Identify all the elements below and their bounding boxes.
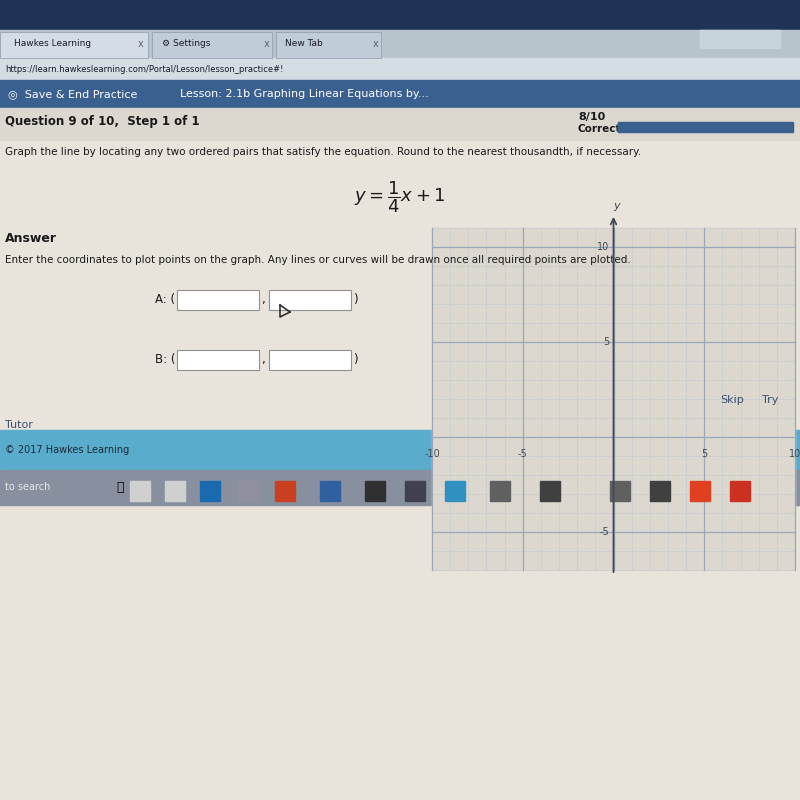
FancyBboxPatch shape xyxy=(269,350,351,370)
FancyBboxPatch shape xyxy=(276,32,381,58)
Text: ): ) xyxy=(353,354,358,366)
Bar xyxy=(238,481,258,501)
Text: 5: 5 xyxy=(603,337,610,347)
Text: Try: Try xyxy=(762,395,778,405)
Bar xyxy=(0,108,800,140)
Bar xyxy=(690,481,710,501)
Text: https://learn.hawkeslearning.com/Portal/Lesson/lesson_practice#!: https://learn.hawkeslearning.com/Portal/… xyxy=(5,65,283,74)
Bar xyxy=(405,481,425,501)
Bar xyxy=(610,481,630,501)
Text: -10: -10 xyxy=(424,449,440,459)
Bar xyxy=(445,481,465,501)
Bar xyxy=(0,470,800,505)
Bar xyxy=(490,481,510,501)
Bar xyxy=(0,58,800,80)
Bar xyxy=(730,481,750,501)
Text: Correct: Correct xyxy=(578,124,622,134)
FancyBboxPatch shape xyxy=(269,290,351,310)
Bar xyxy=(540,481,560,501)
Bar xyxy=(275,481,295,501)
FancyBboxPatch shape xyxy=(177,290,259,310)
Text: x: x xyxy=(138,39,144,49)
Text: B: (: B: ( xyxy=(155,354,175,366)
FancyBboxPatch shape xyxy=(177,350,259,370)
Text: Lesson: 2.1b Graphing Linear Equations by...: Lesson: 2.1b Graphing Linear Equations b… xyxy=(180,89,429,99)
Bar xyxy=(432,228,795,570)
FancyBboxPatch shape xyxy=(0,32,148,58)
Bar xyxy=(165,481,185,501)
Bar xyxy=(618,122,793,132)
Text: ◎  Save & End Practice: ◎ Save & End Practice xyxy=(8,89,138,99)
Text: $y = \dfrac{1}{4}x + 1$: $y = \dfrac{1}{4}x + 1$ xyxy=(354,179,446,215)
Text: ,: , xyxy=(261,354,265,366)
Text: © 2017 Hawkes Learning: © 2017 Hawkes Learning xyxy=(5,445,130,455)
Bar xyxy=(700,30,780,48)
Text: x: x xyxy=(264,39,270,49)
Text: New Tab: New Tab xyxy=(285,39,322,49)
Bar xyxy=(0,30,800,58)
Bar xyxy=(130,481,150,501)
Bar xyxy=(650,481,670,501)
Bar xyxy=(320,481,340,501)
Text: Enter the coordinates to plot points on the graph. Any lines or curves will be d: Enter the coordinates to plot points on … xyxy=(5,255,630,265)
Bar xyxy=(0,430,800,470)
Bar xyxy=(0,140,800,800)
Text: Tutor: Tutor xyxy=(5,420,33,430)
Text: ,: , xyxy=(261,294,265,306)
Text: ): ) xyxy=(353,294,358,306)
Text: A: (: A: ( xyxy=(155,294,175,306)
Text: Hawkes Learning: Hawkes Learning xyxy=(14,39,91,49)
Bar xyxy=(618,122,793,132)
FancyBboxPatch shape xyxy=(152,32,272,58)
Text: 🔍: 🔍 xyxy=(116,481,124,494)
Text: 8/10: 8/10 xyxy=(578,112,606,122)
Bar xyxy=(200,481,220,501)
Text: Question 9 of 10,  Step 1 of 1: Question 9 of 10, Step 1 of 1 xyxy=(5,114,200,127)
Text: x: x xyxy=(373,39,378,49)
Text: Graph the line by locating any two ordered pairs that satisfy the equation. Roun: Graph the line by locating any two order… xyxy=(5,147,641,157)
Text: ⚙ Settings: ⚙ Settings xyxy=(162,39,210,49)
Text: to search: to search xyxy=(5,482,50,493)
Text: -5: -5 xyxy=(518,449,528,459)
Text: Skip: Skip xyxy=(720,395,744,405)
Text: 10: 10 xyxy=(598,242,610,252)
Text: 10: 10 xyxy=(789,449,800,459)
Text: -5: -5 xyxy=(600,527,610,537)
Text: 5: 5 xyxy=(701,449,707,459)
Bar xyxy=(0,0,800,30)
Bar xyxy=(365,481,385,501)
Bar xyxy=(0,80,800,108)
Text: y: y xyxy=(613,201,620,211)
Text: Answer: Answer xyxy=(5,231,57,245)
